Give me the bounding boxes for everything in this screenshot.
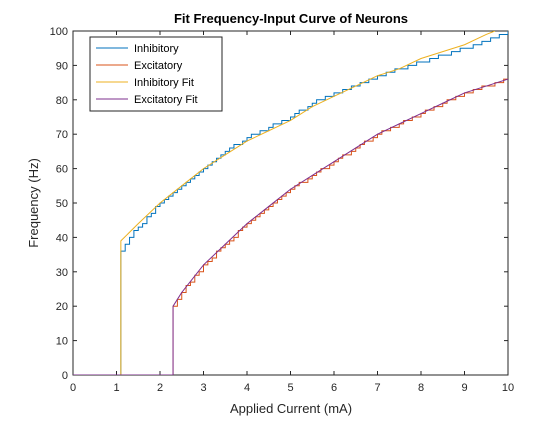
y-tick-label: 0 [62, 370, 68, 382]
x-tick-label: 7 [374, 382, 380, 394]
y-axis-label: Frequency (Hz) [26, 158, 41, 248]
x-tick-label: 10 [502, 382, 514, 394]
chart-title: Fit Frequency-Input Curve of Neurons [174, 11, 408, 26]
x-tick-label: 0 [70, 382, 76, 394]
y-tick-label: 70 [56, 129, 68, 141]
series-line-excitatory-fit [73, 78, 508, 375]
y-tick-label: 50 [56, 198, 68, 210]
y-tick-label: 10 [56, 336, 68, 348]
x-tick-label: 4 [244, 382, 250, 394]
y-tick-label: 30 [56, 267, 68, 279]
y-tick-label: 90 [56, 60, 68, 72]
y-tick-label: 40 [56, 232, 68, 244]
series-line-inhibitory-fit [73, 31, 496, 375]
y-tick-label: 60 [56, 164, 68, 176]
x-tick-label: 8 [418, 382, 424, 394]
y-tick-label: 80 [56, 95, 68, 107]
legend: Inhibitory Excitatory Inhibitory Fit Excita… [89, 36, 223, 112]
series-line-inhibitory [73, 31, 508, 375]
legend-entry: Inhibitory [134, 43, 179, 55]
x-tick-label: 3 [200, 382, 206, 394]
series-line-excitatory [73, 78, 508, 375]
x-tick-label: 2 [157, 382, 163, 394]
legend-entry: Inhibitory Fit [134, 77, 194, 89]
x-tick-label: 5 [287, 382, 293, 394]
x-tick-label: 1 [113, 382, 119, 394]
y-tick-label: 20 [56, 301, 68, 313]
x-tick-label: 6 [331, 382, 337, 394]
x-axis-label: Applied Current (mA) [230, 401, 352, 416]
y-tick-label: 100 [50, 26, 68, 38]
legend-entry: Excitatory [134, 60, 183, 72]
legend-entry: Excitatory Fit [134, 94, 198, 106]
x-tick-label: 9 [461, 382, 467, 394]
